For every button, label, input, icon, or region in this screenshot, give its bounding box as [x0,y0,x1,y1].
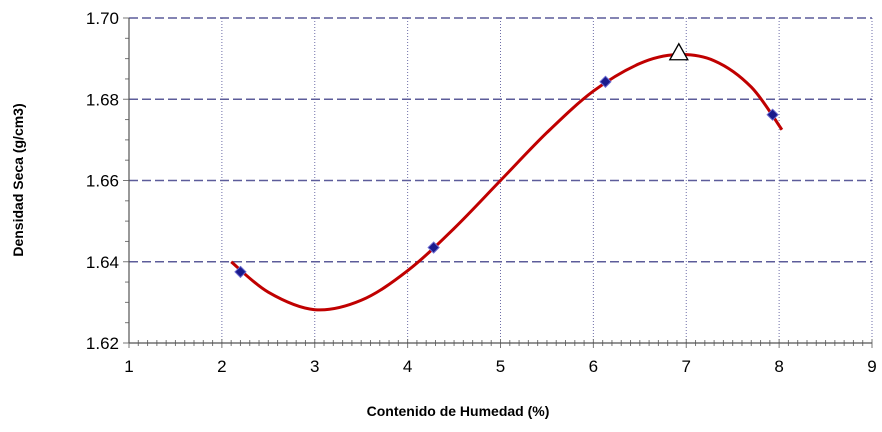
y-tick-label: 1.70 [86,9,119,28]
y-tick-labels: 1.62 1.64 1.66 1.68 1.70 [86,9,119,353]
x-tick-label: 4 [403,357,412,376]
y-axis-title: Densidad Seca (g/cm3) [10,103,26,256]
fit-curve [230,52,784,312]
data-point [427,241,440,254]
x-tick-label: 8 [774,357,783,376]
x-tick-label: 2 [217,357,226,376]
y-tick-label: 1.64 [86,253,119,272]
x-tick-label: 9 [867,357,876,376]
y-tick-label: 1.68 [86,90,119,109]
axes [128,18,872,344]
x-tick-label: 7 [682,357,691,376]
grid-lines [129,17,873,343]
x-axis-title: Contenido de Humedad (%) [367,403,550,419]
x-tick-label: 6 [589,357,598,376]
x-tick-label: 5 [496,357,505,376]
x-tick-label: 3 [310,357,319,376]
data-point [234,265,247,279]
data-point [766,108,779,121]
max-density-point [668,42,689,61]
x-tick-labels: 1 2 3 4 5 6 7 8 9 [124,357,876,376]
x-tick-label: 1 [124,357,133,376]
fit-curve-line [230,52,784,312]
y-tick-label: 1.62 [86,334,119,353]
data-markers [234,42,779,279]
y-tick-label: 1.66 [86,172,119,191]
data-point [599,75,612,88]
